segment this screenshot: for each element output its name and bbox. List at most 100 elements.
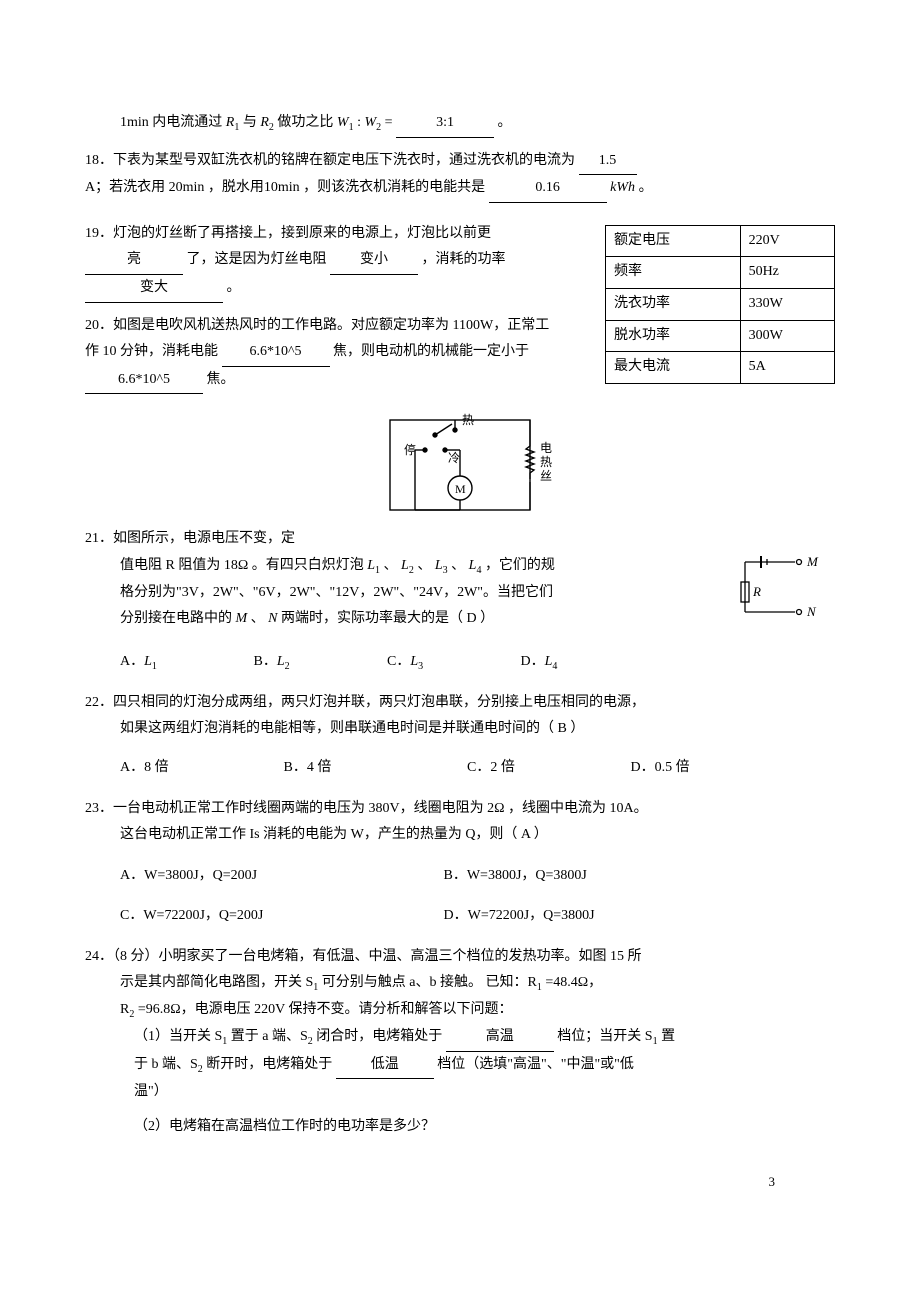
q19-answer-1: 亮	[85, 247, 183, 275]
table-row: 洗衣功率330W	[606, 288, 835, 320]
question-21: 21．如图所示，电源电压不变，定 M N R 值电阻 R 阻值为 18Ω 。有四…	[85, 526, 835, 675]
q22-a: A．8 倍	[120, 755, 280, 782]
q24-p2a: 于 b 端、S	[134, 1057, 198, 1072]
q19-t2: 了，这是因为灯丝电阻	[187, 252, 327, 267]
q17-period: 。	[498, 115, 512, 130]
question-23: 23．一台电动机正常工作时线圈两端的电压为 380V，线圈电阻为 2Ω ，线圈中…	[85, 796, 835, 930]
q21-optC: C．	[387, 654, 410, 669]
q17-answer: 3:1	[396, 110, 494, 138]
q21-t3: ，它们的规	[485, 558, 555, 573]
q21-n: N	[268, 611, 277, 626]
q20-t3: 焦。	[207, 372, 235, 387]
label-heater-2: 热	[540, 455, 552, 469]
q21-l1: L	[367, 558, 375, 573]
q21-t5: 分别接在电路中的	[120, 611, 232, 626]
q24-t4: =48.4Ω，	[545, 975, 602, 990]
label-hot: 热	[462, 413, 474, 427]
q24-t5: R	[120, 1002, 129, 1017]
label-stop: 停	[404, 442, 416, 457]
question-17-tail: 1min 内电流通过 R1 与 R2 做功之比 W1 : W2 = 3:1 。	[85, 110, 835, 138]
q21-optBL: L	[277, 654, 285, 669]
q24-p1d: 档位；当开关 S	[557, 1029, 652, 1044]
q24-t2: 示是其内部简化电路图，开关 S	[120, 975, 313, 990]
q22-b: B．4 倍	[284, 755, 464, 782]
q24-sub2: （2）电烤箱在高温档位工作时的电功率是多少？	[120, 1114, 835, 1141]
label-n: N	[806, 604, 817, 619]
q18-unit: kWh	[610, 180, 635, 195]
spec-val: 330W	[740, 288, 834, 320]
q17-r2-sub: 2	[269, 122, 274, 133]
q17-w2: W	[364, 115, 376, 130]
q24-body: 示是其内部简化电路图，开关 S1 可分别与触点 a、b 接触。 已知：R1 =4…	[85, 970, 835, 1140]
q21-optBs: 2	[285, 661, 290, 672]
q19-answer-3: 变大	[85, 275, 223, 303]
q24-p3: （2）电烤箱在高温档位工作时的电功率是多少？	[134, 1119, 435, 1134]
label-heater-1: 电	[540, 441, 552, 455]
page-number: 3	[85, 1170, 835, 1195]
q21-body: 值电阻 R 阻值为 18Ω 。有四只白炽灯泡 L1 、 L2 、 L3 、 L4…	[85, 553, 680, 633]
question-24: 24．（8 分）小明家买了一台电烤箱，有低温、中温、高温三个档位的发热功率。如图…	[85, 944, 835, 1141]
question-19: 19．灯泡的灯丝断了再搭接上，接到原来的电源上，灯泡比以前更 亮 了，这是因为灯…	[85, 221, 545, 303]
q19-t4: 。	[227, 280, 241, 295]
q24-s2-a: 2	[308, 1036, 313, 1047]
spec-val: 50Hz	[740, 257, 834, 289]
q19-t3: ，消耗的功率	[422, 252, 506, 267]
q21-optA: A．	[120, 654, 144, 669]
q24-t6: =96.8Ω，电源电压 220V 保持不变。请分析和解答以下问题：	[138, 1002, 513, 1017]
table-row: 额定电压220V	[606, 225, 835, 257]
spec-key: 洗衣功率	[606, 288, 741, 320]
q24-p2c: 档位（选填"高温"、"中温"或"低	[437, 1057, 634, 1072]
q17-r1-sub: 1	[234, 122, 239, 133]
q23-c: C．W=72200J，Q=200J	[120, 903, 440, 930]
q21-sep3: 、	[451, 558, 465, 573]
label-m: M	[806, 554, 819, 569]
spec-val: 300W	[740, 320, 834, 352]
spec-key: 脱水功率	[606, 320, 741, 352]
q21-sep2: 、	[417, 558, 431, 573]
q17-text: 1min 内电流通过	[120, 115, 222, 130]
q17-mid1: 与	[243, 115, 257, 130]
question-20: 20．如图是电吹风机送热风时的工作电路。对应额定功率为 1100W，正常工作 1…	[85, 313, 555, 395]
q23-options-2: C．W=72200J，Q=200J D．W=72200J，Q=3800J	[85, 903, 835, 930]
q24-r1: 1	[537, 982, 542, 993]
q21-l4s: 4	[476, 565, 481, 576]
q22-options: A．8 倍 B．4 倍 C．2 倍 D．0.5 倍	[85, 755, 835, 782]
q21-l2: L	[401, 558, 409, 573]
q22-d: D．0.5 倍	[631, 755, 751, 782]
spec-key: 额定电压	[606, 225, 741, 257]
q21-l3s: 3	[443, 565, 448, 576]
q21-t7: 两端时，实际功率最大的是（ D ）	[281, 611, 494, 626]
spec-table: 额定电压220V 频率50Hz 洗衣功率330W 脱水功率300W 最大电流5A	[605, 225, 835, 384]
q18-answer-1: 1.5	[579, 148, 637, 176]
q18-line1: 18．下表为某型号双缸洗衣机的铭牌在额定电压下洗衣时，通过洗衣机的电流为	[85, 153, 575, 168]
spec-val: 220V	[740, 225, 834, 257]
q21-optCL: L	[410, 654, 418, 669]
q17-w1: W	[337, 115, 349, 130]
label-heater-3: 丝	[540, 469, 552, 483]
label-motor: M	[455, 482, 466, 496]
q20-answer-1: 6.6*10^5	[222, 339, 330, 367]
q24-s1-b: 1	[222, 1036, 227, 1047]
document-page: 1min 内电流通过 R1 与 R2 做功之比 W1 : W2 = 3:1 。 …	[0, 0, 920, 1235]
q22-t2: 如果这两组灯泡消耗的电能相等，则串联通电时间是并联通电时间的（ B ）	[120, 721, 584, 736]
q18-line2: A；若洗衣用 20min ，脱水用10min ，则该洗衣机消耗的电能共是	[85, 180, 485, 195]
q24-p1e: 置	[661, 1029, 675, 1044]
spec-val: 5A	[740, 352, 834, 384]
hairdryer-circuit-figure: 热 停 冷 M 电 热 丝	[360, 410, 560, 520]
q21-t2: 值电阻 R 阻值为 18Ω 。有四只白炽灯泡	[120, 558, 364, 573]
q17-mid2: 做功之比	[277, 115, 333, 130]
q17-w2-sub: 2	[376, 122, 381, 133]
q24-answer-2: 低温	[336, 1052, 434, 1080]
q24-p1b: 置于 a 端、S	[231, 1029, 308, 1044]
q23-t1: 23．一台电动机正常工作时线圈两端的电压为 380V，线圈电阻为 2Ω ，线圈中…	[85, 801, 648, 816]
q22-c: C．2 倍	[467, 755, 627, 782]
q21-optDs: 4	[552, 661, 557, 672]
q22-t1: 22．四只相同的灯泡分成两组，两只灯泡并联，两只灯泡串联，分别接上电压相同的电源…	[85, 695, 645, 710]
q20-t2: 焦，则电动机的机械能一定小于	[333, 344, 529, 359]
q23-a: A．W=3800J，Q=200J	[120, 863, 440, 890]
q23-options: A．W=3800J，Q=200J B．W=3800J，Q=3800J	[85, 863, 835, 890]
question-22: 22．四只相同的灯泡分成两组，两只灯泡并联，两只灯泡串联，分别接上电压相同的电源…	[85, 690, 835, 782]
q24-p2d: 温"）	[134, 1084, 168, 1099]
q18-answer-2: 0.16	[489, 175, 607, 203]
question-18: 18．下表为某型号双缸洗衣机的铭牌在额定电压下洗衣时，通过洗衣机的电流为 1.5…	[85, 148, 835, 203]
